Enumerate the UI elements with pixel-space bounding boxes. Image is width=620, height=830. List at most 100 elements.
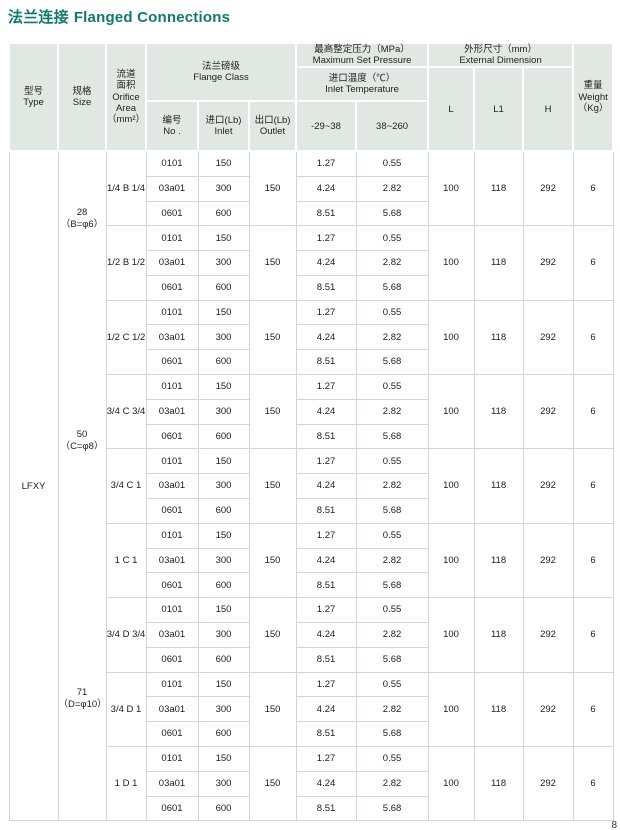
col-header-temp-range-high: 38~260: [355, 100, 430, 153]
flange-no-cell: 0101: [145, 299, 199, 326]
flange-no-cell: 0101: [145, 225, 199, 252]
pressure-cell-high-temp: 5.68: [355, 423, 429, 450]
pressure-cell-high-temp: 0.55: [355, 522, 429, 549]
weight-cell: 6: [572, 150, 614, 227]
inlet-class-cell: 150: [197, 225, 250, 252]
col-header-flange-class: 法兰磅级 Flange Class: [144, 41, 298, 103]
dim-l1-cell: 118: [473, 597, 524, 673]
table-body: LFXY 28 （B=φ6） 50 （C=φ8） 71 （D=φ10） 1/4 B 1/…: [8, 150, 614, 822]
inlet-class-cell: 150: [197, 448, 250, 475]
pressure-cell-low-temp: 8.51: [295, 795, 357, 822]
table-row: 0601 600 8.51 5.68: [9, 498, 613, 524]
orifice-area-cell: 28 （B=φ6） 50 （C=φ8） 71 （D=φ10）: [57, 150, 107, 822]
weight-cell: 6: [572, 225, 614, 301]
page-title: 法兰连接 Flanged Connections: [8, 6, 230, 27]
col-header-l: L: [427, 66, 476, 153]
dim-l1-cell: 118: [473, 448, 524, 524]
inlet-class-cell: 150: [197, 299, 250, 326]
inlet-class-cell: 600: [197, 646, 250, 673]
dim-l-cell: 100: [427, 671, 475, 748]
pressure-cell-low-temp: 1.27: [295, 299, 357, 326]
pressure-cell-low-temp: 8.51: [295, 646, 357, 673]
weight-cell: 6: [572, 671, 614, 748]
pressure-cell-low-temp: 8.51: [295, 498, 357, 524]
outlet-class-cell: 150: [248, 597, 297, 673]
pressure-cell-low-temp: 1.27: [295, 746, 357, 772]
outlet-class-cell: 150: [248, 746, 297, 822]
inlet-class-cell: 150: [197, 671, 250, 698]
inlet-class-cell: 600: [197, 498, 250, 524]
table-row: 0601 600 8.51 5.68: [9, 646, 613, 673]
pressure-cell-high-temp: 0.55: [355, 448, 429, 475]
table-row: 3/4 C 1 0101 150 150 1.27 0.55 100 118 292 6: [9, 448, 614, 524]
weight-cell: 6: [572, 746, 614, 822]
col-header-external-dimension: 外形尺寸（mm） External Dimension: [427, 41, 575, 69]
flange-no-cell: 0601: [145, 498, 199, 524]
flange-no-cell: 0601: [145, 572, 199, 599]
pressure-cell-low-temp: 8.51: [295, 721, 357, 748]
inlet-class-cell: 600: [197, 200, 250, 227]
table-row: 0601 600 8.51 5.68: [9, 721, 613, 748]
table-row: 0601 600 8.51 5.68: [9, 349, 613, 376]
col-header-weight: 重量 Weight （Kg）: [572, 41, 615, 153]
dim-l1-cell: 118: [473, 746, 524, 822]
inlet-class-cell: 300: [197, 324, 250, 351]
pressure-cell-low-temp: 1.27: [295, 374, 357, 400]
pressure-cell-low-temp: 1.27: [295, 150, 357, 177]
col-header-h: H: [522, 66, 575, 153]
inlet-class-cell: 600: [197, 572, 250, 599]
flange-no-cell: 0101: [145, 522, 199, 549]
pressure-cell-high-temp: 0.55: [355, 374, 429, 400]
dim-h-cell: 292: [522, 671, 574, 748]
flange-no-cell: 0101: [145, 150, 199, 177]
table-row: 3/4 D 3/4 0101 150 150 1.27 0.55 100 118 292 6: [9, 597, 614, 673]
dim-l-cell: 100: [427, 522, 475, 599]
inlet-class-cell: 300: [197, 696, 250, 723]
flange-no-cell: 03a01: [145, 622, 199, 648]
inlet-class-cell: 600: [197, 423, 250, 450]
pressure-cell-low-temp: 8.51: [295, 572, 357, 599]
table-row: 0601 600 8.51 5.68: [9, 274, 613, 301]
dim-l-cell: 100: [427, 374, 475, 450]
table-row: 03a01 300 4.24 2.82: [9, 770, 613, 797]
pressure-cell-low-temp: 1.27: [295, 225, 357, 252]
table-row: 03a01 300 4.24 2.82: [9, 622, 613, 648]
flange-no-cell: 03a01: [145, 473, 199, 500]
table-row: 03a01 300 4.24 2.82: [9, 324, 613, 351]
pressure-cell-low-temp: 4.24: [295, 324, 357, 351]
dim-h-cell: 292: [522, 597, 574, 673]
table-row: 03a01 300 4.24 2.82: [9, 696, 613, 723]
flange-no-cell: 0601: [145, 274, 199, 301]
flange-no-cell: 0601: [145, 721, 199, 748]
col-header-no: 编号 No .: [145, 100, 199, 153]
dim-l-cell: 100: [427, 746, 475, 822]
table-row: 3/4 C 3/4 0101 150 150 1.27 0.55 100 118 292 6: [9, 374, 614, 450]
size-cell: 3/4 D 1: [105, 671, 147, 748]
outlet-class-cell: 150: [248, 150, 297, 227]
pressure-cell-high-temp: 0.55: [355, 597, 429, 624]
pressure-cell-low-temp: 4.24: [295, 770, 357, 797]
size-cell: 1/2 B 1/2: [105, 225, 147, 301]
table-row: 1 C 1 0101 150 150 1.27 0.55 100 118 292 6: [9, 522, 614, 599]
outlet-class-cell: 150: [248, 374, 297, 450]
pressure-cell-high-temp: 0.55: [355, 746, 429, 772]
table-header: 型号 Type 规格 Size 流道 面积 Orifice Area （mm²）…: [8, 41, 615, 153]
flanged-connections-table: 型号 Type 规格 Size 流道 面积 Orifice Area （mm²）…: [8, 41, 615, 822]
pressure-cell-high-temp: 2.82: [355, 696, 429, 723]
table-row: 0601 600 8.51 5.68: [9, 572, 613, 599]
inlet-class-cell: 300: [197, 250, 250, 276]
outlet-class-cell: 150: [248, 522, 297, 599]
inlet-class-cell: 600: [197, 721, 250, 748]
inlet-class-cell: 600: [197, 349, 250, 376]
flange-no-cell: 03a01: [145, 324, 199, 351]
pressure-cell-low-temp: 4.24: [295, 696, 357, 723]
weight-cell: 6: [572, 597, 614, 673]
flange-no-cell: 03a01: [145, 175, 199, 202]
page-title-zh: 法兰连接: [8, 9, 69, 26]
inlet-class-cell: 150: [197, 522, 250, 549]
table-row: 0601 600 8.51 5.68: [9, 423, 613, 450]
dim-l1-cell: 118: [473, 225, 524, 301]
pressure-cell-high-temp: 2.82: [355, 770, 429, 797]
table-row: 03a01 300 4.24 2.82: [9, 175, 613, 202]
flange-no-cell: 03a01: [145, 547, 199, 574]
